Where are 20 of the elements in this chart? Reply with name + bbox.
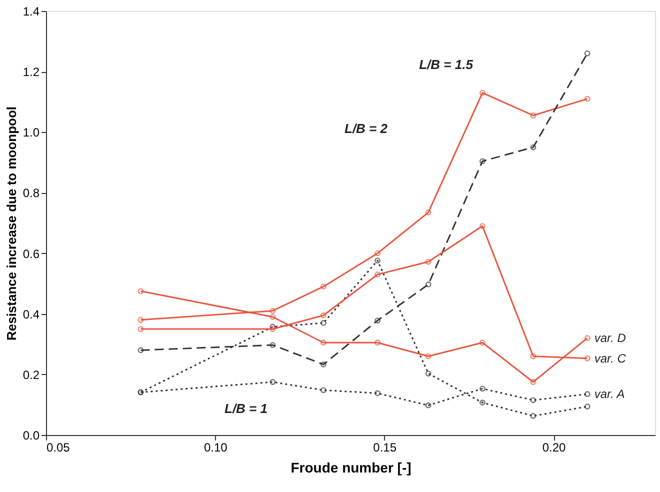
y-tick-label: 0.8: [22, 186, 40, 200]
series-label: var. A: [594, 387, 625, 402]
y-tick-label: 0.2: [22, 368, 40, 382]
y-tick-label: 0.6: [22, 246, 40, 261]
x-axis-title: Froude number [-]: [290, 460, 412, 476]
series-label: var. C: [594, 351, 626, 366]
annotation: L/B = 1: [224, 401, 268, 416]
x-tick-label: 0.10: [204, 440, 228, 454]
y-tick-label: 1.4: [22, 4, 40, 18]
x-tick-label: 0.20: [542, 440, 566, 454]
y-tick-label: 1.2: [22, 65, 40, 80]
annotation: L/B = 1.5: [419, 57, 474, 72]
y-tick-label: 0.0: [22, 428, 40, 442]
y-tick-label: 0.4: [22, 307, 40, 322]
series-label: var. D: [594, 331, 626, 346]
y-axis-title: Resistance increase due to moonpool: [4, 106, 19, 341]
x-tick-label: 0.15: [373, 440, 397, 454]
x-tick-label: 0.05: [46, 440, 70, 454]
y-tick-label: 1.0: [22, 126, 40, 140]
annotation: L/B = 2: [344, 121, 388, 136]
